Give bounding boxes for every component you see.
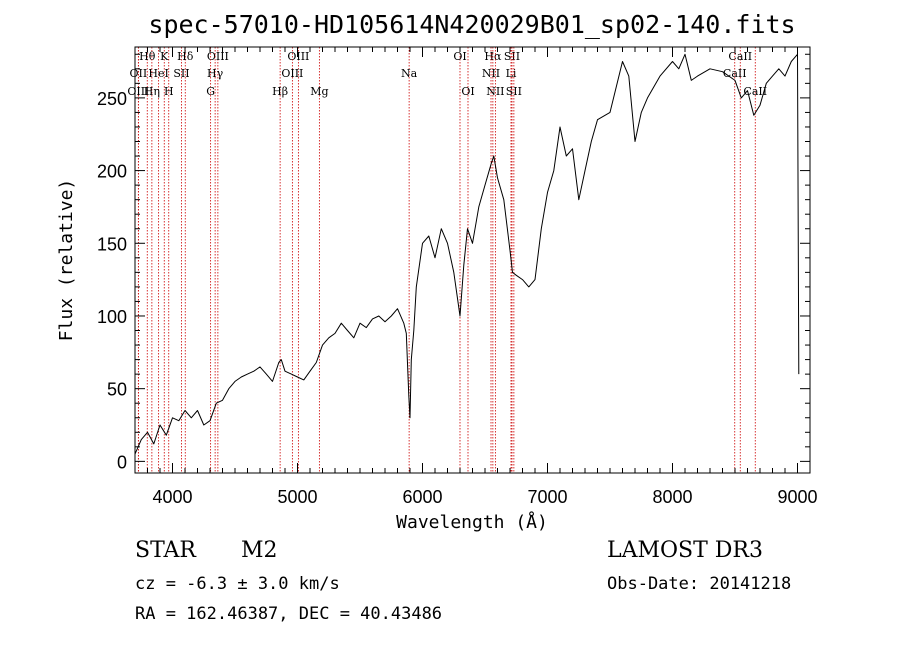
line-marker-label: K <box>160 50 169 63</box>
line-marker-label: OII <box>130 67 148 80</box>
line-marker-label: CaII <box>728 50 752 63</box>
line-marker-label: Hβ <box>272 85 288 98</box>
line-marker-label: OIII <box>281 67 303 80</box>
spectrum-line <box>134 53 800 455</box>
redshift-text: cz = -6.3 ± 3.0 km/s <box>135 574 340 594</box>
y-tick-label: 50 <box>107 380 127 400</box>
line-marker-label: Hα <box>484 50 502 63</box>
line-marker-label: SII <box>506 85 522 98</box>
y-tick-label: 250 <box>97 89 127 109</box>
x-tick-label: 9000 <box>777 487 817 507</box>
survey-name: LAMOST DR3 <box>607 538 763 563</box>
line-marker-label: CaII <box>743 85 767 98</box>
line-marker-label: OIII <box>207 50 229 63</box>
x-tick-label: 5000 <box>277 487 317 507</box>
x-axis-label: Wavelength (Å) <box>396 511 548 533</box>
line-marker-label: CaII <box>723 67 747 80</box>
y-tick-label: 200 <box>97 162 127 182</box>
line-marker-label: OI <box>461 85 474 98</box>
y-axis-label: Flux (relative) <box>56 179 77 342</box>
object-subclass: M2 <box>241 538 278 563</box>
line-marker-label: Hγ <box>207 67 224 80</box>
x-tick-label: 6000 <box>402 487 442 507</box>
x-tick-label: 4000 <box>152 487 192 507</box>
object-class: STAR <box>135 538 196 563</box>
x-tick-label: 7000 <box>527 487 567 507</box>
line-marker-label: Mg <box>310 85 328 98</box>
line-marker-label: Li <box>506 67 517 80</box>
y-tick-label: 100 <box>97 307 127 327</box>
line-marker-label: H <box>164 85 174 98</box>
y-axis-ticks: 0 50 100 150 200 250 <box>97 53 810 472</box>
line-marker-label: G <box>206 85 215 98</box>
line-marker-label: OI <box>453 50 466 63</box>
spectrum-series <box>134 53 800 455</box>
x-axis-ticks: 4000 5000 6000 7000 8000 9000 <box>134 47 818 507</box>
line-marker-label: NII <box>482 67 500 80</box>
plot-frame <box>134 46 811 474</box>
line-marker-label: OIII <box>127 85 149 98</box>
obs-date-text: Obs-Date: 20141218 <box>607 574 792 594</box>
chart-title: spec-57010-HD105614N420029B01_sp02-140.f… <box>148 10 795 39</box>
line-marker-label: SII <box>504 50 520 63</box>
line-marker-label: OIII <box>287 50 309 63</box>
line-marker-label: Hη <box>144 85 160 98</box>
line-marker-label: SII <box>173 67 189 80</box>
coordinates-text: RA = 162.46387, DEC = 40.43486 <box>135 604 443 624</box>
line-marker-label: Na <box>401 67 418 80</box>
x-tick-label: 8000 <box>652 487 692 507</box>
line-marker-label: NII <box>486 85 504 98</box>
line-marker-label: HeI <box>148 67 168 80</box>
y-tick-label: 150 <box>97 234 127 254</box>
y-tick-label: 0 <box>117 452 127 472</box>
